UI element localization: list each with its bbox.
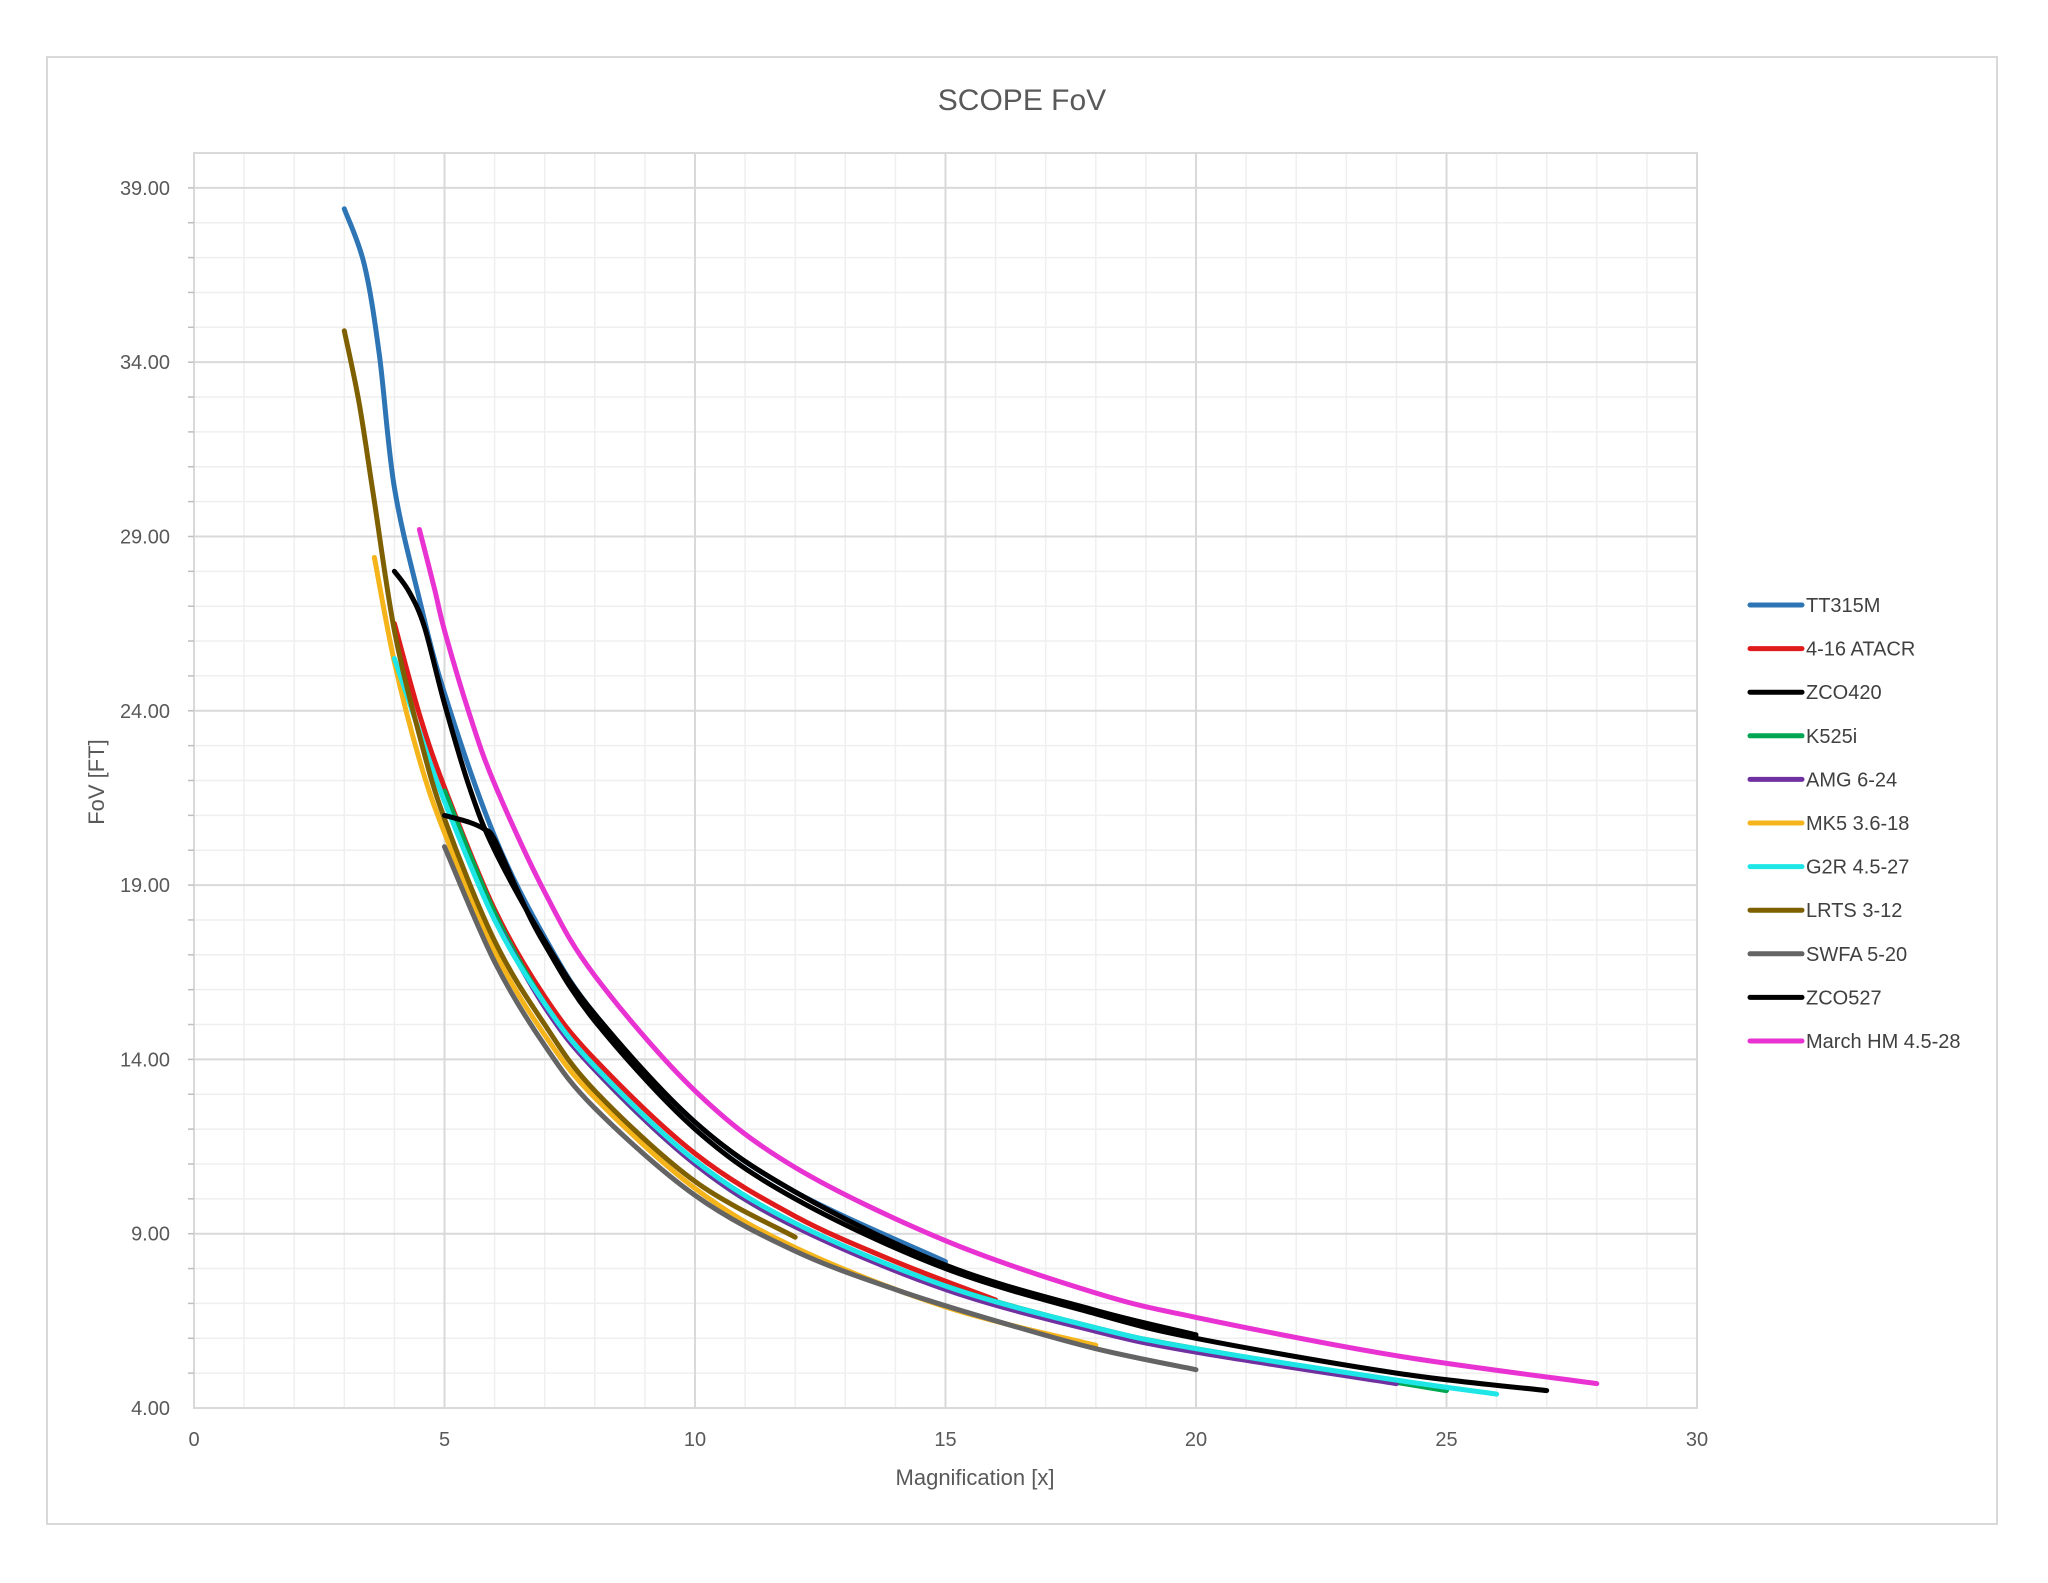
legend-label-zco420: ZCO420	[1806, 682, 1882, 704]
y-tick-label: 9.00	[131, 1224, 170, 1246]
y-tick-label: 4.00	[131, 1398, 170, 1420]
x-tick-label: 30	[1686, 1429, 1708, 1451]
x-tick-label: 5	[439, 1429, 450, 1451]
y-tick-label: 14.00	[120, 1049, 170, 1071]
series-line-4-16-atacr	[391, 621, 999, 1303]
y-tick-label: 34.00	[120, 352, 170, 374]
series-line-lrts-3-12	[341, 328, 798, 1240]
x-axis-title: Magnification [x]	[896, 1465, 1055, 1490]
series-line-march-hm-4-5-28	[416, 527, 1600, 1387]
series-line-zco527	[442, 812, 1550, 1394]
legend-label-g2r-4-5-27: G2R 4.5-27	[1806, 857, 1909, 879]
legend-label-amg-6-24: AMG 6-24	[1806, 769, 1897, 791]
y-tick-label: 29.00	[120, 526, 170, 548]
legend-label-mk5-3-6-18: MK5 3.6-18	[1806, 813, 1909, 835]
gridlines	[193, 153, 1698, 1409]
y-axis-title: FoV [FT]	[84, 739, 109, 825]
legend: TT315M 4-16 ATACR ZCO420 K525i AMG 6-24 MK5 3…	[1747, 595, 1961, 1053]
x-tick-label: 10	[684, 1429, 706, 1451]
x-tick-label: 0	[188, 1429, 199, 1451]
y-tick-label: 39.00	[120, 178, 170, 200]
axis-ticks: 0 5 10 15 20 25 30 4.00 9.00 14.00 19.00 24.00 29.00…	[120, 178, 1708, 1451]
series-line-swfa-5-20	[442, 844, 1199, 1373]
series-lines	[341, 206, 1600, 1397]
x-tick-label: 25	[1435, 1429, 1457, 1451]
series-line-zco420	[391, 568, 1199, 1338]
legend-label-4-16-atacr: 4-16 ATACR	[1806, 639, 1915, 661]
y-tick-label: 19.00	[120, 875, 170, 897]
legend-label-march-hm-4-5-28: March HM 4.5-28	[1806, 1031, 1961, 1053]
legend-label-tt315m: TT315M	[1806, 595, 1880, 617]
legend-label-k525i: K525i	[1806, 726, 1857, 748]
legend-label-lrts-3-12: LRTS 3-12	[1806, 900, 1902, 922]
x-tick-label: 20	[1185, 1429, 1207, 1451]
legend-label-zco527: ZCO527	[1806, 987, 1882, 1009]
x-tick-label: 15	[934, 1429, 956, 1451]
y-tick-label: 24.00	[120, 701, 170, 723]
chart-title: SCOPE FoV	[938, 84, 1106, 117]
series-line-g2r-4-5-27	[391, 656, 1500, 1397]
legend-label-swfa-5-20: SWFA 5-20	[1806, 944, 1907, 966]
